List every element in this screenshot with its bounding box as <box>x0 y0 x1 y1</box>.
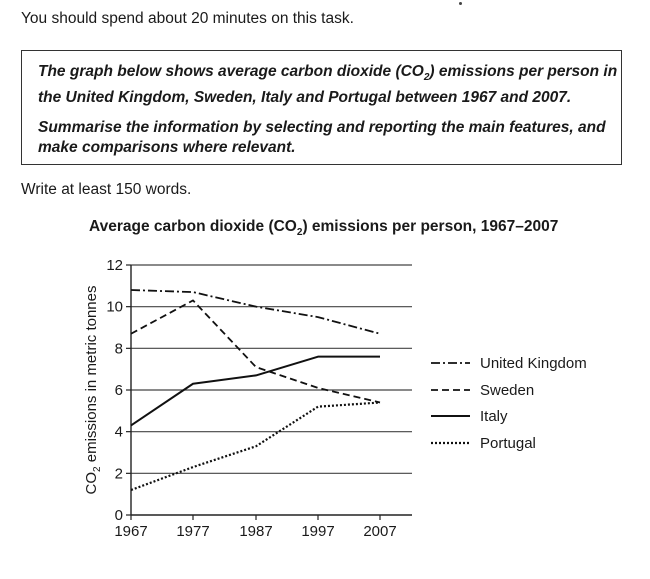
legend: United Kingdom Sweden Italy Portugal <box>431 355 587 452</box>
series-line-sweden <box>130 299 381 404</box>
gridlines <box>131 264 412 474</box>
subscript: 2 <box>296 227 303 239</box>
x-tick-label: 1987 <box>239 523 272 540</box>
x-tick-label: 1997 <box>301 523 334 540</box>
subscript: 2 <box>423 72 430 84</box>
word-count-requirement: Write at least 150 words. <box>21 181 192 198</box>
y-tick-label: 8 <box>115 340 123 357</box>
y-tick-label: 2 <box>115 465 123 482</box>
chart-title: Average carbon dioxide (CO2) emissions p… <box>89 218 558 238</box>
y-tick-label: 10 <box>106 299 123 316</box>
task-text-part: ) emissions per person in the United Kin… <box>38 63 618 107</box>
y-tick-label: 4 <box>115 424 123 441</box>
chart-title-part: Average carbon dioxide (CO <box>89 218 297 235</box>
y-axis-label: CO2 emissions in metric tonnes <box>83 286 103 495</box>
y-tick-label: 0 <box>115 507 123 524</box>
data-series <box>130 289 381 492</box>
x-tick-label: 1977 <box>176 523 209 540</box>
task-prompt-box: The graph below shows average carbon dio… <box>21 50 622 165</box>
axes: 0 2 4 6 8 10 12 1967 1977 1987 1997 2007 <box>106 257 412 540</box>
legend-label-italy: Italy <box>480 408 508 425</box>
task-text-part: The graph below shows average carbon dio… <box>38 63 424 80</box>
legend-label-united-kingdom: United Kingdom <box>480 355 587 372</box>
series-line-italy <box>130 355 380 427</box>
series-line-portugal <box>130 401 381 492</box>
chart-title-part: ) emissions per person, 1967–2007 <box>302 218 559 235</box>
scan-artifact-dot <box>459 2 462 5</box>
series-line-united-kingdom <box>130 289 381 335</box>
task-instruction: Summarise the information by selecting a… <box>38 119 606 156</box>
y-tick-label: 12 <box>106 257 123 274</box>
y-tick-label: 6 <box>115 382 123 399</box>
legend-label-portugal: Portugal <box>480 435 536 452</box>
time-instruction: You should spend about 20 minutes on thi… <box>21 10 354 27</box>
x-tick-label: 2007 <box>363 523 396 540</box>
x-tick-label: 1967 <box>114 523 147 540</box>
task-description: The graph below shows average carbon dio… <box>38 62 618 108</box>
legend-label-sweden: Sweden <box>480 382 534 399</box>
